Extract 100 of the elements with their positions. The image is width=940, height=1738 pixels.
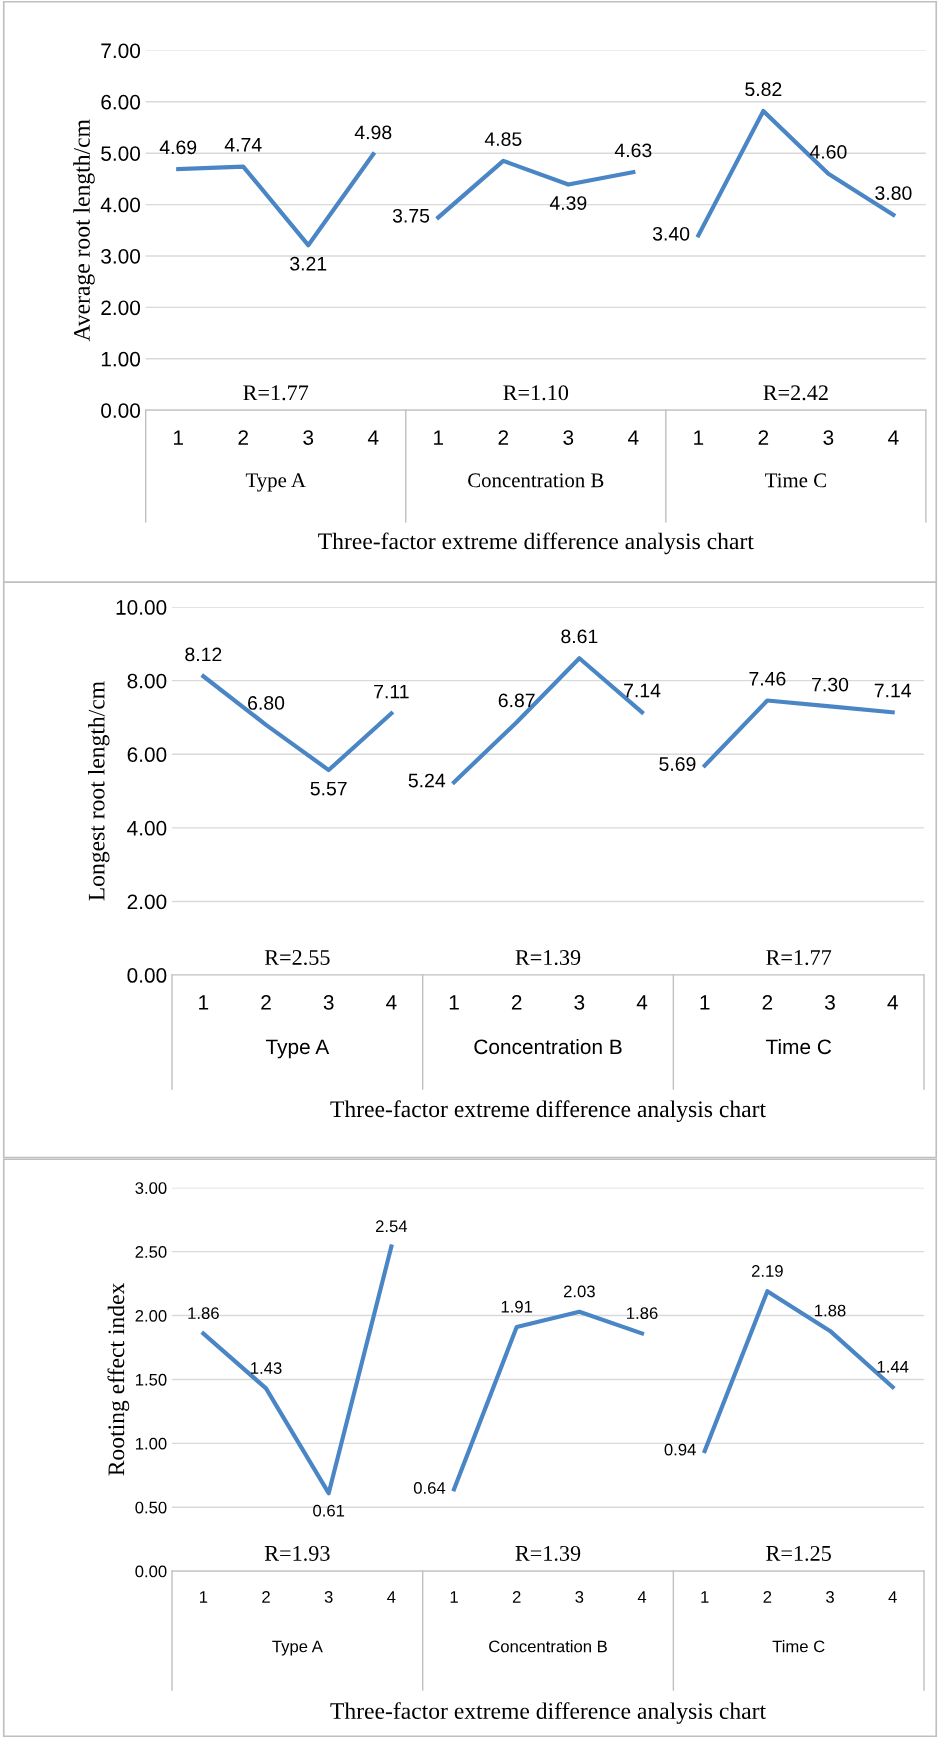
y-tick-label: 2.00 (127, 894, 167, 910)
x-tick-label: 2 (238, 430, 248, 445)
text: Concentration B (468, 473, 604, 488)
y-tick-label: 8.00 (127, 673, 167, 689)
y-tick-label: 0.00 (101, 403, 141, 418)
data-label: 2.03 (563, 1285, 595, 1298)
y-tick-label: 6.00 (127, 747, 167, 763)
data-label: 5.82 (745, 82, 782, 97)
data-label: 4.98 (354, 125, 392, 140)
text: Time C (772, 1640, 825, 1653)
text: Type A (245, 473, 306, 492)
line-series (436, 158, 636, 220)
x-tick-label: 2 (261, 995, 271, 1010)
y-axis-title: Rooting effect index (107, 1282, 130, 1476)
data-label: 7.30 (812, 677, 849, 692)
data-label: 7.14 (624, 683, 661, 698)
x-tick-label: 3 (303, 430, 314, 445)
data-label: 1.86 (627, 1307, 658, 1320)
y-tick-label: 6.00 (101, 94, 141, 110)
data-label: 0.94 (664, 1443, 696, 1456)
y-tick-label: 7.00 (101, 43, 141, 59)
x-tick-label: 3 (323, 995, 334, 1010)
x-tick-label: 2 (511, 995, 522, 1010)
y-axis-title: Average root length/cm (73, 119, 95, 342)
y-tick-label: 4.00 (100, 197, 141, 213)
y-tick-label: 2.00 (135, 1309, 167, 1322)
data-label: 4.74 (224, 138, 262, 152)
x-tick-label: 2 (498, 430, 509, 445)
x-tick-label: 4 (888, 1591, 897, 1603)
data-label: 4.63 (614, 143, 652, 158)
x-tick-label: 4 (628, 430, 639, 445)
annotation: R=1.77 (243, 385, 309, 401)
x-axis-title: Three-factor extreme difference analysis chart (330, 1100, 766, 1123)
annotation: R=1.93 (264, 1545, 330, 1561)
data-label: 3.21 (290, 256, 327, 271)
y-tick-label: 5.00 (101, 146, 141, 161)
text: Concentration B (474, 1038, 622, 1055)
annotation: R=2.55 (264, 950, 330, 966)
x-tick-label: 1 (449, 995, 459, 1010)
data-label: 2.54 (375, 1220, 408, 1233)
y-tick-label: 1.50 (135, 1373, 167, 1386)
x-tick-label: 2 (762, 995, 773, 1010)
annotation: R=1.10 (503, 385, 569, 401)
x-tick-label: 1 (434, 430, 444, 445)
y-tick-label: 2.00 (101, 300, 141, 316)
y-tick-label: 0.00 (135, 1565, 167, 1578)
x-tick-label: 3 (825, 995, 835, 1010)
x-tick-label: 3 (563, 430, 574, 445)
x-tick-label: 2 (512, 1591, 521, 1603)
y-tick-label: 4.00 (127, 820, 167, 836)
x-tick-label: 4 (386, 995, 397, 1010)
x-tick-label: 1 (694, 430, 704, 445)
y-tick-label: 2.50 (135, 1246, 167, 1258)
x-axis-title: Three-factor extreme difference analysis chart (330, 1702, 766, 1724)
x-tick-label: 2 (763, 1591, 772, 1603)
data-label: 4.60 (809, 145, 847, 159)
y-axis-title: Longest root length/cm (88, 681, 110, 901)
annotation: R=1.77 (766, 950, 832, 966)
data-label: 0.61 (313, 1504, 345, 1517)
x-tick-label: 1 (199, 995, 209, 1010)
x-tick-label: 3 (826, 1591, 834, 1603)
x-tick-label: 2 (758, 430, 769, 445)
x-tick-label: 4 (887, 995, 898, 1010)
data-label: 1.86 (188, 1307, 219, 1320)
data-label: 7.14 (874, 683, 912, 698)
data-label: 6.80 (248, 696, 285, 710)
x-tick-label: 1 (174, 430, 183, 445)
annotation: R=2.42 (763, 385, 828, 401)
annotation: R=1.39 (515, 1545, 581, 1561)
text: Type A (265, 1039, 330, 1059)
y-tick-label: 3.00 (101, 248, 141, 264)
data-label: 3.40 (652, 226, 690, 241)
data-label: 1.44 (877, 1361, 909, 1373)
x-tick-label: 3 (574, 995, 585, 1010)
x-tick-label: 1 (700, 995, 710, 1010)
data-label: 5.69 (659, 757, 696, 771)
data-label: 8.12 (185, 647, 222, 662)
text: Concentration B (489, 1640, 607, 1653)
data-label: 4.85 (484, 132, 522, 146)
line-series (702, 698, 895, 768)
data-label: 8.61 (561, 629, 598, 644)
data-label: 7.11 (374, 684, 409, 699)
data-label: 0.64 (413, 1482, 446, 1494)
x-tick-label: 4 (637, 1591, 647, 1603)
y-tick-label: 10.00 (116, 600, 167, 615)
data-label: 2.19 (751, 1265, 783, 1277)
x-tick-label: 4 (888, 430, 899, 445)
x-tick-label: 1 (701, 1591, 709, 1603)
x-tick-label: 3 (575, 1591, 584, 1603)
data-label: 7.46 (749, 671, 786, 686)
x-axis-title: Three-factor extreme difference analysis chart (318, 532, 754, 555)
data-label: 4.69 (159, 140, 197, 155)
data-label: 4.39 (549, 196, 587, 210)
x-tick-label: 3 (823, 430, 834, 445)
x-tick-label: 4 (636, 995, 648, 1010)
y-tick-label: 0.50 (135, 1501, 167, 1514)
y-tick-label: 1.00 (101, 351, 141, 367)
x-tick-label: 1 (199, 1591, 208, 1603)
data-label: 1.91 (501, 1300, 533, 1313)
data-label: 1.43 (251, 1362, 282, 1374)
